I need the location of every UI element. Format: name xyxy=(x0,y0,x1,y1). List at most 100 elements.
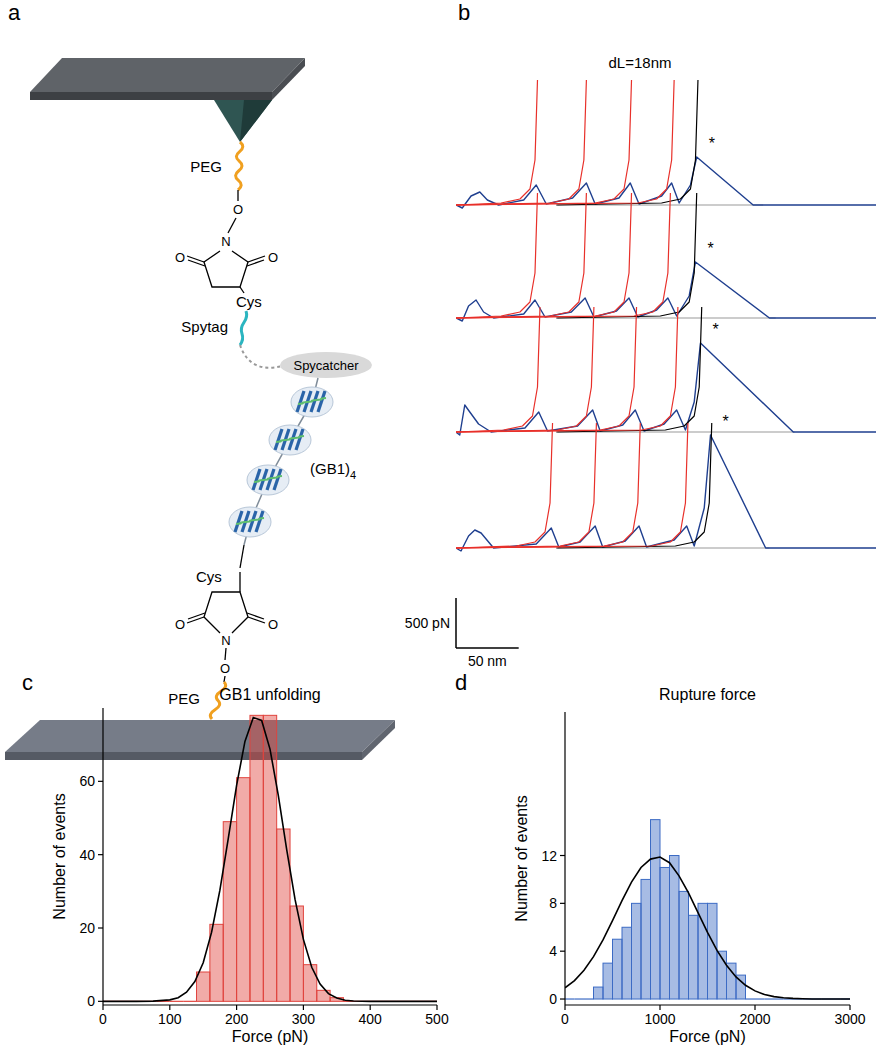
bond xyxy=(188,613,205,619)
tick-label: 0 xyxy=(87,993,95,1009)
figure: aPEGONOOCysSpytagSpycatcher(GB1)4CysOONO… xyxy=(0,0,885,1053)
bar xyxy=(290,906,303,1001)
beta-strand xyxy=(297,391,304,412)
atom: N xyxy=(221,633,230,648)
x-tick xyxy=(169,1005,170,1010)
tick-label: 40 xyxy=(79,847,95,863)
title: Rupture force xyxy=(659,686,756,703)
x-tick xyxy=(303,1005,304,1010)
panel-letter: a xyxy=(8,0,21,25)
y-tick xyxy=(560,855,565,856)
force-trace xyxy=(456,423,640,548)
force-trace xyxy=(456,80,586,205)
helix xyxy=(254,476,282,482)
beta-strand xyxy=(274,469,281,490)
atom: O xyxy=(233,202,243,217)
bar xyxy=(651,820,661,999)
trace-group xyxy=(456,307,876,435)
tick-label: 500 xyxy=(425,1011,449,1027)
helix xyxy=(276,436,304,442)
domain-body xyxy=(229,507,271,537)
bar xyxy=(641,879,651,999)
cantilever-top xyxy=(30,58,305,92)
tick-label: 0 xyxy=(549,991,557,1007)
bond xyxy=(247,613,264,619)
bar xyxy=(584,998,594,999)
axis-title: Number of events xyxy=(513,795,530,921)
surface-front xyxy=(5,752,362,760)
panel-letter: b xyxy=(458,0,470,25)
bond xyxy=(239,572,240,592)
bond xyxy=(240,545,244,568)
atom: O xyxy=(220,661,230,676)
axis-title: Number of events xyxy=(51,793,68,919)
force-trace xyxy=(456,423,596,548)
bar xyxy=(632,903,642,999)
bar xyxy=(317,990,330,1001)
plot-area xyxy=(565,820,850,999)
scale-bar xyxy=(455,598,457,648)
domain-body xyxy=(269,425,311,455)
cys-label: Cys xyxy=(236,293,262,310)
scale-label: 50 nm xyxy=(468,653,507,669)
atom: O xyxy=(268,250,278,265)
beta-strand xyxy=(253,469,260,490)
cys-label: Cys xyxy=(196,568,222,585)
beta-strand xyxy=(318,391,325,412)
force-trace xyxy=(456,307,678,432)
bar xyxy=(170,1001,183,1002)
x-tick xyxy=(754,1005,755,1010)
x-tick xyxy=(849,1005,850,1010)
linker xyxy=(240,345,282,368)
beta-strand xyxy=(296,429,303,450)
annotation: * xyxy=(712,321,718,338)
beta-strand xyxy=(235,511,242,532)
tick-label: 20 xyxy=(79,920,95,936)
x-axis xyxy=(565,1004,850,1005)
bar xyxy=(746,998,756,999)
y-tick xyxy=(98,781,103,782)
bond xyxy=(247,260,264,266)
force-trace xyxy=(456,80,632,205)
tick-label: 3000 xyxy=(834,1011,865,1027)
gb1-domain xyxy=(247,465,289,495)
tip-shade xyxy=(240,100,272,142)
gb1-domain xyxy=(269,425,311,455)
bond xyxy=(225,648,226,660)
fit-curve xyxy=(103,718,437,1002)
bar xyxy=(765,998,775,999)
y-tick xyxy=(98,1001,103,1002)
bar xyxy=(263,715,276,1001)
panel-letter: d xyxy=(455,670,467,695)
gb1-text: (GB1) xyxy=(310,460,350,477)
x-axis xyxy=(103,1004,437,1005)
x-tick xyxy=(659,1005,660,1010)
bar xyxy=(708,903,718,999)
y-tick xyxy=(560,951,565,952)
bar xyxy=(660,867,670,999)
force-trace xyxy=(456,423,688,548)
bar xyxy=(622,927,632,999)
peg-label: PEG xyxy=(190,158,222,175)
gb1-domain xyxy=(229,507,271,537)
gb1-label: (GB1)4 xyxy=(310,460,356,481)
bar xyxy=(565,998,575,999)
force-trace xyxy=(556,423,711,548)
bar xyxy=(755,998,765,999)
spytag-label: Spytag xyxy=(181,318,228,335)
x-tick xyxy=(102,1005,103,1010)
helix xyxy=(236,518,264,524)
force-trace xyxy=(456,80,674,205)
cantilever-side xyxy=(272,58,305,100)
atom: O xyxy=(175,617,185,632)
trace-group xyxy=(456,423,876,551)
scale-label: 500 pN xyxy=(405,615,450,631)
bar xyxy=(197,972,210,1001)
annotation: * xyxy=(707,240,713,257)
trace-group xyxy=(456,80,876,208)
fit-curve xyxy=(565,857,850,999)
tick-label: 60 xyxy=(79,773,95,789)
tick-label: 100 xyxy=(158,1011,182,1027)
bar xyxy=(774,998,784,999)
spycatcher-label: Spycatcher xyxy=(293,358,359,373)
